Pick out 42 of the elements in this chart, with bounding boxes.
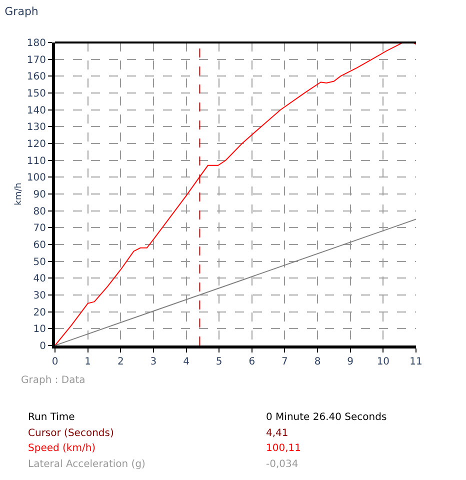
y-tick-label: 100 [26,172,46,184]
x-tick-label: 11 [410,356,422,368]
text: 0 Minute 26.40 Seconds [266,412,387,423]
chart-title: Graph [4,4,38,18]
y-tick-label: 170 [26,54,46,66]
x-tick-label: 5 [216,356,222,368]
text: 4,41 [266,428,288,439]
y-tick-label: 160 [26,72,46,83]
y-tick-label: 130 [26,122,46,134]
x-tick-label: 9 [347,356,354,368]
x-tick-label: 0 [52,356,58,368]
x-tick-label: 8 [314,356,321,368]
x-tick-label: 10 [376,356,390,368]
y-tick-label: 110 [26,156,46,167]
x-tick-label: 6 [248,356,256,368]
y-tick-label: 150 [26,88,46,100]
y-axis-title: km/h [14,182,24,206]
x-tick-label: 2 [117,356,124,368]
y-tick-label: 180 [26,38,46,50]
x-tick-label: 3 [150,356,157,368]
y-tick-label: 80 [33,206,46,218]
y-tick-label: 50 [33,256,46,268]
y-tick-label: 10 [33,324,46,336]
x-tick-label: 1 [84,356,92,368]
text: Cursor (Seconds) [28,428,114,439]
text: Speed (km/h) [28,443,96,454]
x-tick-label: 7 [282,356,288,368]
text: Run Time [28,412,75,423]
y-tick-label: 30 [33,290,46,302]
y-tick-label: 140 [26,105,46,116]
text: -0,034 [266,459,298,470]
y-tick-label: 120 [26,139,46,150]
y-tick-label: 20 [33,307,46,318]
text: 100,11 [266,443,301,454]
y-tick-label: 40 [33,274,46,285]
y-tick-label: 90 [33,190,46,201]
y-tick-label: 60 [33,240,46,251]
text: Lateral Acceleration (g) [28,459,146,470]
x-tick-label: 4 [183,356,190,368]
text: Graph : Data [21,375,86,386]
y-tick-label: 0 [40,340,46,352]
y-tick-label: 70 [33,223,46,234]
